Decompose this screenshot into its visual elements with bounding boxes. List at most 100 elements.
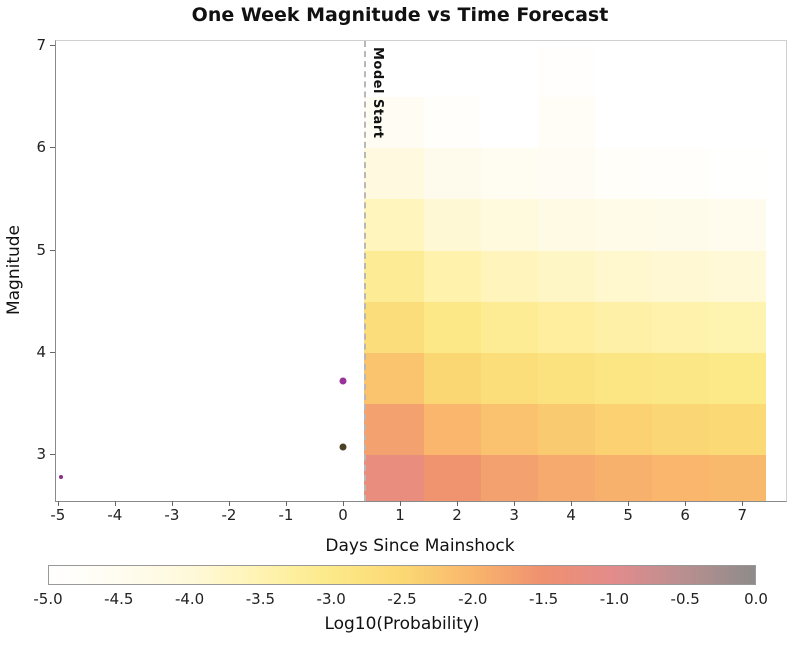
heatmap-cell	[709, 199, 767, 251]
heatmap-cell	[651, 199, 709, 251]
colorbar-tick-label: -4.5	[104, 590, 134, 608]
colorbar-tick-label: -5.0	[33, 590, 63, 608]
x-tickmark	[571, 501, 573, 506]
x-tick-label: 0	[338, 506, 348, 524]
heatmap-cell	[594, 97, 652, 149]
x-tick-label: -5	[50, 506, 66, 524]
heatmap-cell	[594, 148, 652, 200]
y-tickmark	[50, 45, 55, 47]
heatmap-cell	[651, 403, 709, 455]
heatmap-cell	[423, 352, 481, 404]
model-start-label: Model Start	[369, 47, 385, 139]
heatmap-cell	[537, 148, 595, 200]
heatmap-cell	[363, 46, 424, 98]
x-tickmark	[400, 501, 402, 506]
heatmap-cell	[594, 352, 652, 404]
heatmap-cell	[709, 301, 767, 353]
heatmap-cell	[537, 46, 595, 98]
y-tick-label: 5	[36, 240, 46, 259]
heatmap-cell	[423, 403, 481, 455]
heatmap-cell	[480, 250, 538, 302]
heatmap-cell	[709, 455, 767, 501]
heatmap-cell	[480, 97, 538, 149]
event-point	[339, 377, 347, 385]
heatmap-cell	[709, 46, 767, 98]
x-tick-label: 6	[680, 506, 690, 524]
x-tickmark	[685, 501, 687, 506]
y-tickmark	[50, 454, 55, 455]
heatmap-cell	[594, 455, 652, 501]
heatmap-cell	[537, 403, 595, 455]
colorbar-tick-label: -1.5	[528, 590, 559, 608]
heatmap-cell	[363, 97, 424, 149]
colorbar-tick-label: -3.5	[245, 590, 276, 608]
colorbar-label: Log10(Probability)	[324, 614, 480, 634]
heatmap-cell	[594, 301, 652, 353]
heatmap-cell	[423, 301, 481, 353]
heatmap-cell	[480, 352, 538, 404]
heatmap-cell	[537, 301, 595, 353]
heatmap-cell	[480, 148, 538, 200]
colorbar-tick-label: -1.0	[599, 590, 630, 608]
event-point	[339, 443, 347, 451]
heatmap-cell	[651, 301, 709, 353]
y-tick-label: 3	[36, 445, 46, 463]
heatmap-cell	[537, 97, 595, 149]
x-tickmark	[114, 501, 116, 506]
heatmap-cell	[363, 352, 424, 404]
model-start-line	[363, 41, 366, 501]
heatmap-cell	[651, 97, 709, 149]
y-tick-label: 4	[36, 342, 46, 361]
y-tick-label: 6	[36, 138, 46, 157]
x-tickmark	[343, 501, 344, 506]
heatmap-cell	[480, 46, 538, 98]
heatmap-cell	[363, 250, 424, 302]
x-tick-label: -1	[278, 506, 294, 524]
x-tickmark	[514, 501, 516, 506]
colorbar-tick-label: -0.5	[670, 590, 700, 608]
x-tickmark	[457, 501, 459, 506]
heatmap-cell	[363, 455, 424, 501]
heatmap-cell	[594, 250, 652, 302]
heatmap-cell	[594, 403, 652, 455]
colorbar-tick-label: -3.0	[316, 590, 346, 608]
x-tick-label: 1	[395, 506, 405, 524]
x-tick-label: 2	[452, 506, 462, 524]
heatmap-cell	[709, 403, 767, 455]
heatmap-cell	[480, 455, 538, 501]
heatmap-cell	[423, 97, 481, 149]
heatmap-cell	[363, 403, 424, 455]
x-tick-label: 5	[623, 506, 633, 524]
plot-area: Model Start	[55, 40, 787, 502]
y-tickmark	[50, 351, 55, 353]
x-tick-label: 3	[509, 506, 519, 524]
heatmap-cell	[423, 199, 481, 251]
heatmap-cell	[363, 301, 424, 353]
x-tickmark	[628, 501, 630, 506]
heatmap-cell	[651, 250, 709, 302]
x-tick-label: 4	[566, 506, 576, 524]
x-tick-label: -2	[221, 506, 237, 524]
y-tickmark	[50, 249, 55, 251]
heatmap-cell	[651, 455, 709, 501]
heatmap-cell	[651, 352, 709, 404]
heatmap-cell	[537, 199, 595, 251]
colorbar-tick-label: 0.0	[744, 590, 768, 608]
heatmap-cell	[537, 250, 595, 302]
chart-title: One Week Magnitude vs Time Forecast	[191, 4, 609, 26]
y-tickmark	[50, 147, 55, 149]
colorbar-tick-label: -2.0	[458, 590, 488, 608]
y-tick-label: 7	[36, 36, 46, 55]
colorbar-tick-label: -4.0	[174, 590, 205, 608]
x-tickmark	[285, 501, 287, 506]
heatmap-cell	[709, 97, 767, 149]
x-tickmark	[228, 501, 230, 506]
heatmap-cell	[537, 455, 595, 501]
x-tick-label: 7	[737, 506, 747, 524]
heatmap-cell	[423, 455, 481, 501]
x-tick-label: -3	[164, 506, 180, 524]
y-axis-label: Magnitude	[4, 224, 24, 316]
heatmap-cell	[709, 352, 767, 404]
heatmap-cell	[480, 301, 538, 353]
